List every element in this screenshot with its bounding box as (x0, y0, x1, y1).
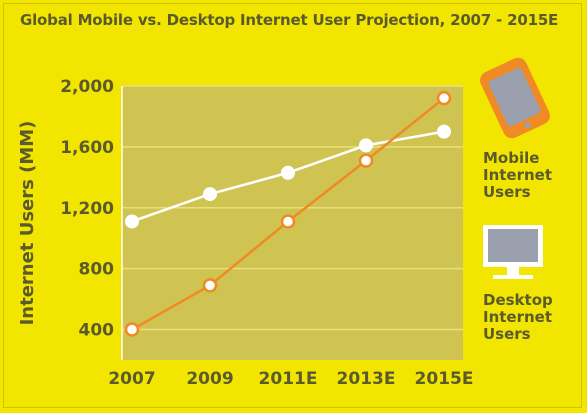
data-point-desktop (203, 187, 217, 202)
data-point-mobile (202, 278, 218, 293)
x-tick-label: 2011E (259, 369, 318, 389)
y-tick-label: 2,000 (60, 77, 114, 97)
y-tick-label: 800 (79, 260, 115, 280)
y-tick-label: 1,600 (60, 138, 114, 158)
data-point-mobile (436, 90, 452, 106)
legend-desktop-line-3: Users (483, 325, 531, 343)
data-point-mobile (124, 322, 140, 337)
x-tick-label: 2007 (108, 369, 155, 389)
x-tick-label: 2009 (186, 369, 233, 389)
chart-title: Global Mobile vs. Desktop Internet User … (20, 11, 559, 29)
data-point-mobile (358, 153, 374, 168)
legend-desktop-line-2: Internet (483, 308, 553, 326)
data-point-mobile (280, 214, 296, 229)
data-point-desktop (437, 124, 451, 139)
legend-mobile-line-1: Mobile (483, 149, 540, 167)
data-point-desktop (281, 165, 295, 180)
mobile-phone-icon (480, 57, 550, 139)
y-tick-label: 400 (79, 321, 115, 341)
x-tick-label: 2015E (415, 369, 474, 389)
data-point-desktop (359, 138, 373, 153)
legend-desktop-label: Desktop Internet Users (483, 292, 553, 343)
legend-mobile-line-2: Internet (483, 166, 553, 184)
y-axis-label: Internet Users (MM) (17, 121, 38, 326)
legend-mobile-label: Mobile Internet Users (483, 150, 552, 201)
x-tick-label: 2013E (337, 369, 396, 389)
desktop-monitor-icon (483, 225, 543, 279)
chart-frame (3, 3, 582, 408)
data-point-desktop (125, 214, 139, 229)
y-tick-label: 1,200 (60, 199, 114, 219)
legend-mobile-line-3: Users (483, 183, 531, 201)
legend-desktop-line-1: Desktop (483, 291, 553, 309)
